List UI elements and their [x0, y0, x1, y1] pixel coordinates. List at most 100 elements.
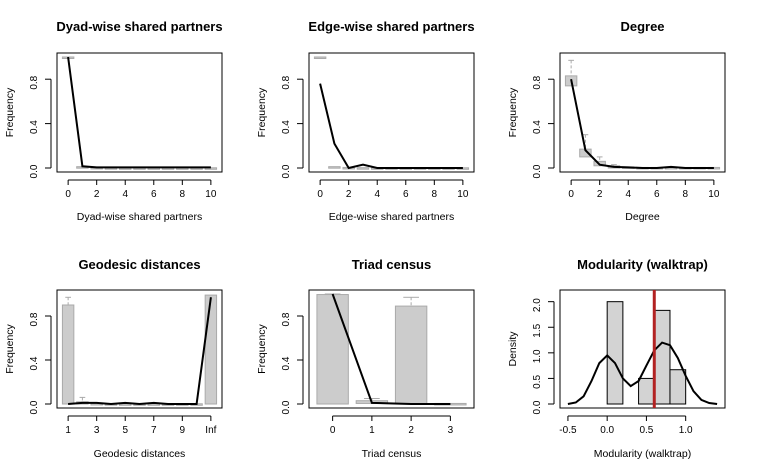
y-axis-label: Frequency	[507, 87, 519, 137]
x-tick-label: 8	[180, 189, 186, 200]
x-tick-label: 2	[597, 189, 603, 200]
x-tick-label: 4	[625, 189, 631, 200]
y-axis-label: Frequency	[4, 323, 16, 373]
y-tick-label: 0.4	[281, 356, 292, 370]
y-tick-label: 0.4	[281, 120, 292, 134]
y-tick-label: 1.0	[532, 349, 543, 363]
x-tick-label: 6	[403, 189, 409, 200]
y-axis-label: Frequency	[256, 87, 268, 137]
x-tick-label: 1.0	[679, 425, 693, 436]
x-tick-label: 8	[432, 189, 438, 200]
observed-line	[331, 293, 451, 405]
y-tick-label: 0.0	[29, 400, 40, 414]
y-tick-label: 0.0	[281, 400, 292, 414]
x-axis-label: Edge-wise shared partners	[329, 211, 454, 223]
panel-title: Triad census	[352, 257, 431, 272]
y-tick-label: 0.0	[29, 164, 40, 178]
y-tick-label: 2.0	[532, 298, 543, 312]
x-tick-label: 6	[654, 189, 660, 200]
y-axis-label: Density	[507, 331, 519, 367]
y-tick-label: 0.4	[532, 120, 543, 134]
box	[394, 305, 428, 405]
y-tick-label: 0.8	[281, 312, 292, 326]
x-tick-label: 2	[408, 425, 414, 436]
x-tick-label: 10	[205, 189, 217, 200]
y-axis-label: Frequency	[4, 87, 16, 137]
x-tick-label: 3	[94, 425, 100, 436]
y-tick-label: 0.4	[29, 120, 40, 134]
panel-title: Edge-wise shared partners	[308, 19, 474, 34]
panel-3: Geodesic distances Geodesic distances Freq…	[4, 257, 223, 460]
box	[328, 166, 341, 169]
y-tick-label: 0.8	[29, 312, 40, 326]
histogram-bar	[653, 309, 671, 405]
density-curve	[567, 341, 718, 405]
x-tick-label: 0.5	[639, 425, 653, 436]
observed-line	[67, 56, 211, 169]
x-tick-label: 2	[94, 189, 100, 200]
x-tick-label: 0	[568, 189, 574, 200]
observed-line	[570, 79, 714, 169]
panel-title: Dyad-wise shared partners	[56, 19, 222, 34]
panel-0: Dyad-wise shared partners Dyad-wise share…	[4, 19, 223, 223]
x-axis-label: Triad census	[362, 448, 422, 460]
box	[316, 294, 349, 405]
x-axis-label: Degree	[625, 211, 660, 223]
x-tick-label: 7	[151, 425, 157, 436]
observed-line	[68, 297, 212, 406]
x-tick-label: 9	[180, 425, 186, 436]
y-tick-label: 0.4	[29, 356, 40, 370]
histogram-bar	[638, 377, 655, 405]
y-tick-label: 0.8	[532, 75, 543, 89]
y-tick-label: 1.5	[532, 323, 543, 337]
x-tick-label: 2	[346, 189, 352, 200]
x-tick-label: 0	[65, 189, 71, 200]
y-tick-label: 0.8	[29, 75, 40, 89]
x-axis-label: Dyad-wise shared partners	[77, 211, 202, 223]
y-tick-label: 0.0	[532, 164, 543, 178]
x-tick-label: 8	[683, 189, 689, 200]
x-tick-label: Inf	[205, 425, 216, 436]
x-axis-label: Modularity (walktrap)	[594, 448, 691, 460]
histogram-bar	[669, 369, 687, 405]
x-tick-label: 6	[151, 189, 157, 200]
plot-frame	[56, 289, 223, 409]
x-tick-label: 1	[65, 425, 71, 436]
y-tick-label: 0.5	[532, 375, 543, 389]
box	[313, 56, 327, 59]
plot-frame	[308, 289, 475, 409]
x-tick-label: 3	[448, 425, 454, 436]
plot-frame	[559, 52, 726, 173]
x-tick-label: 4	[374, 189, 380, 200]
plot-frame	[308, 52, 475, 173]
panel-5: Modularity (walktrap) Modularity (walktra…	[507, 257, 726, 460]
histogram-bar	[606, 301, 624, 405]
panel-title: Geodesic distances	[78, 257, 200, 272]
x-tick-label: 0	[330, 425, 336, 436]
plot-frame	[559, 289, 726, 409]
panel-title: Modularity (walktrap)	[577, 257, 708, 272]
y-axis-label: Frequency	[256, 323, 268, 373]
x-tick-label: 10	[708, 189, 720, 200]
x-tick-label: 0	[317, 189, 323, 200]
box	[356, 167, 370, 170]
plot-frame	[56, 52, 223, 173]
panel-title: Degree	[620, 19, 664, 34]
x-tick-label: 10	[457, 189, 469, 200]
observed-line	[319, 83, 463, 170]
panel-1: Edge-wise shared partners Edge-wise share…	[256, 19, 475, 223]
panel-2: Degree Degree Frequency 0.0 0.4 0.8 0 2 4 6 8 10	[507, 19, 726, 223]
panel-4: Triad census Triad census Frequency 0.0 0.4 0…	[256, 257, 475, 460]
x-tick-label: 4	[122, 189, 128, 200]
y-tick-label: 0.0	[532, 400, 543, 414]
y-tick-label: 0.0	[281, 164, 292, 178]
x-tick-label: 1	[369, 425, 375, 436]
x-tick-label: 0.0	[600, 425, 614, 436]
x-tick-label: 5	[122, 425, 128, 436]
x-axis-label: Geodesic distances	[94, 448, 186, 460]
box	[61, 304, 75, 405]
x-tick-label: -0.5	[559, 425, 577, 436]
y-tick-label: 0.8	[281, 75, 292, 89]
box	[204, 294, 218, 405]
